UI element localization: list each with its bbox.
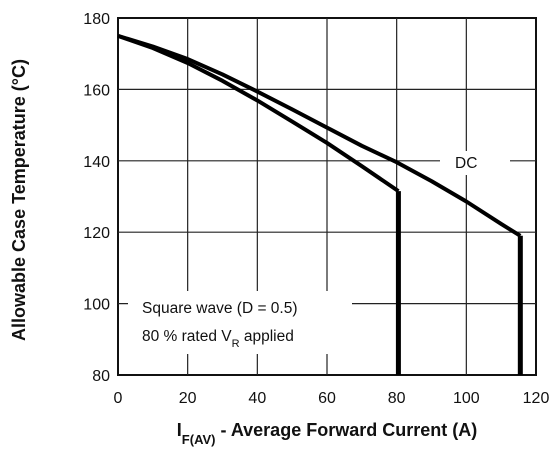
x-axis-title-main: I	[177, 420, 182, 440]
legend-line-2-sub: R	[232, 338, 240, 350]
x-tick-label-0: 0	[114, 390, 123, 407]
y-tick-label-1: 100	[83, 297, 110, 314]
legend-box-background	[128, 291, 352, 354]
x-tick-label-3: 60	[318, 390, 336, 407]
tick-labels: 0 20 40 60 80 100 120 80 100 120 140 160 180	[83, 11, 549, 407]
series-line-0	[117, 33, 522, 238]
dc-label: DC	[455, 155, 477, 172]
dc-label-background	[440, 151, 510, 175]
legend-line-2: 80 % rated VR applied	[142, 328, 294, 350]
y-tick-label-4: 160	[83, 82, 110, 99]
series-layer	[117, 33, 523, 375]
legend-line-1: Square wave (D = 0.5)	[142, 300, 298, 317]
x-tick-label-4: 80	[388, 390, 406, 407]
y-axis-title: Allowable Case Temperature (°C)	[9, 59, 29, 341]
y-tick-label-2: 120	[83, 225, 110, 242]
x-axis-title-rest: - Average Forward Current (A)	[216, 420, 478, 440]
x-tick-label-6: 120	[523, 390, 550, 407]
y-tick-label-5: 180	[83, 11, 110, 28]
y-tick-label-0: 80	[92, 368, 110, 385]
x-axis-title: IF(AV) - Average Forward Current (A)	[177, 420, 477, 447]
y-tick-label-3: 140	[83, 154, 110, 171]
x-tick-label-5: 100	[453, 390, 480, 407]
series-line-1	[117, 33, 400, 193]
x-tick-label-1: 20	[179, 390, 197, 407]
x-axis-title-sub: F(AV)	[182, 432, 216, 447]
x-tick-label-2: 40	[248, 390, 266, 407]
legend-line-2-main: 80 % rated V	[142, 328, 232, 345]
legend-line-2-rest: applied	[240, 328, 294, 345]
